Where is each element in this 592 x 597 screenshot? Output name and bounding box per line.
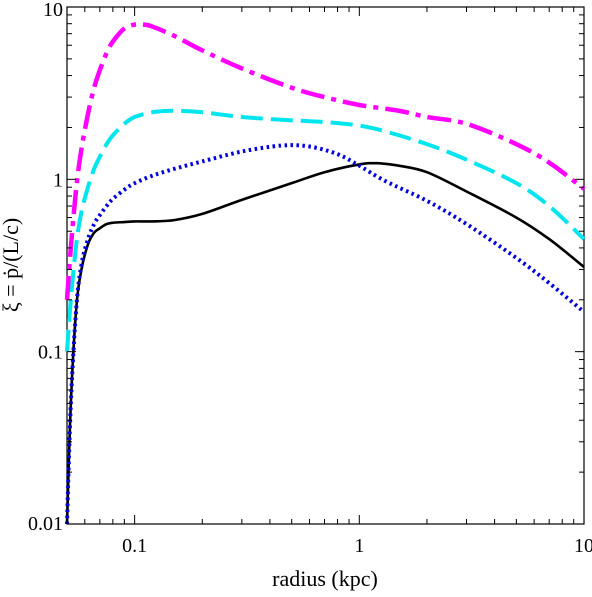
plot-frame (66, 6, 585, 525)
y-axis-label: ξ = ṗ/(L/c) (0, 218, 23, 312)
y-tick-label: 0.1 (38, 342, 63, 364)
series-layer (64, 22, 586, 525)
x-tick-label: 0.1 (122, 535, 147, 557)
x-axis-label: radius (kpc) (272, 566, 378, 591)
series-line-dashdot (64, 22, 586, 300)
y-tick-label: 1 (53, 169, 63, 191)
y-tick-label: 0.01 (28, 513, 63, 535)
x-tick-label: 10 (574, 535, 592, 557)
series-line-dotted (65, 143, 586, 525)
series-line-solid (65, 161, 585, 525)
series-line-dashed (65, 108, 586, 352)
ticks-layer: 0.1 1 10 0.01 0.1 1 10 (28, 0, 592, 557)
y-tick-label: 10 (43, 0, 63, 21)
x-tick-label: 1 (354, 535, 364, 557)
